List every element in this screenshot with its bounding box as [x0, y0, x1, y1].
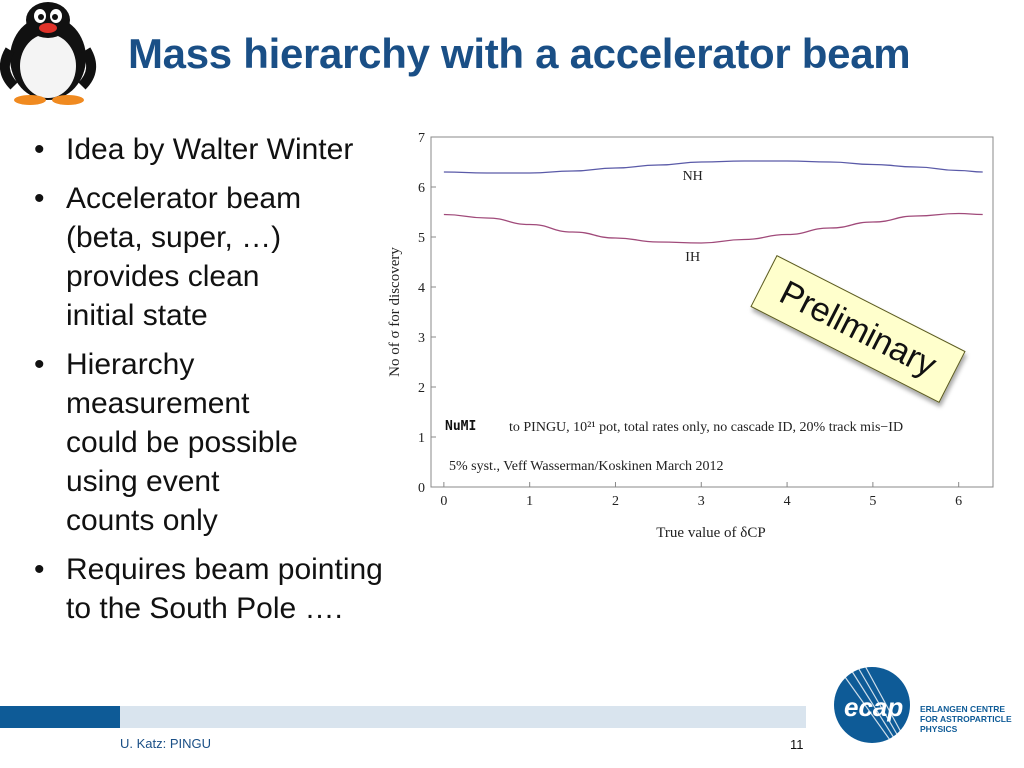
slide-title: Mass hierarchy with a accelerator beam — [128, 30, 911, 77]
bullet-line: initial state — [66, 299, 208, 332]
annotation-line-2: 5% syst., Veff Wasserman/Koskinen March … — [449, 459, 724, 474]
y-tick-label: 5 — [418, 231, 425, 246]
x-tick-label: 5 — [869, 494, 876, 509]
bullet-item: • Requires beam pointing to the South Po… — [30, 550, 430, 628]
bullet-line: provides clean — [66, 260, 260, 293]
y-tick-label: 2 — [418, 381, 425, 396]
x-tick-label: 3 — [698, 494, 705, 509]
penguin-logo — [0, 0, 100, 108]
footer-bar-accent — [0, 706, 120, 728]
series-line-nh — [443, 160, 983, 174]
plot-frame — [430, 136, 994, 488]
x-tick-label: 4 — [784, 494, 791, 509]
x-tick-label: 0 — [440, 494, 447, 509]
bullet-line: Requires beam pointing — [66, 553, 383, 586]
series-label-ih: IH — [685, 250, 700, 265]
y-tick-label: 6 — [418, 181, 425, 196]
y-tick-label: 1 — [418, 431, 425, 446]
page-number: 11 — [790, 737, 804, 752]
bullet-line: to the South Pole …. — [66, 592, 343, 625]
ecap-wordmark: ecap — [844, 692, 903, 722]
y-axis-label: No of σ for discovery — [387, 247, 403, 377]
y-tick-label: 7 — [418, 131, 425, 146]
bullet-line: using event — [66, 465, 220, 498]
bullet-dot: • — [34, 348, 45, 381]
sensitivity-plot: 0 1 2 3 4 5 6 7 0 1 2 3 4 5 6 NH IH NuMI to PINGU, 10²… — [385, 127, 997, 547]
annotation-line-1: to PINGU, 10²¹ pot, total rates only, no… — [509, 420, 903, 435]
bullet-line: Hierarchy — [66, 348, 195, 381]
numi-box — [441, 416, 497, 434]
y-tick-label: 0 — [418, 481, 425, 496]
y-tick-label: 3 — [418, 331, 425, 346]
bullet-dot: • — [34, 553, 45, 586]
x-axis-label: True value of δCP — [656, 525, 765, 541]
y-tick-label: 4 — [418, 281, 425, 296]
ecap-line-2: FOR ASTROPARTICLE — [920, 714, 1012, 724]
bullet-line: (beta, super, …) — [66, 221, 282, 254]
ecap-line-3: PHYSICS — [920, 724, 958, 734]
bullet-item: • Accelerator beam (beta, super, …) prov… — [30, 179, 430, 335]
bullet-dot: • — [34, 182, 45, 215]
bullet-list: • Idea by Walter Winter • Accelerator be… — [30, 130, 430, 638]
bullet-item: • Hierarchy measurement could be possibl… — [30, 345, 430, 540]
series-label-nh: NH — [683, 169, 703, 184]
x-tick-label: 1 — [526, 494, 533, 509]
bullet-dot: • — [34, 133, 45, 166]
ecap-line-1: ERLANGEN CENTRE — [920, 704, 1005, 714]
numi-label: NuMI — [445, 419, 476, 434]
bullet-line: could be possible — [66, 426, 298, 459]
series-line-ih — [443, 212, 983, 244]
bullet-line: counts only — [66, 504, 218, 537]
bullet-line: Accelerator beam — [66, 182, 302, 215]
chart-svg: 0 1 2 3 4 5 6 7 0 1 2 3 4 5 6 NH IH NuMI to PINGU, 10²… — [387, 131, 994, 541]
ecap-logo: ecap ERLANGEN CENTRE FOR ASTROPARTICLE P… — [830, 660, 1020, 750]
x-tick-label: 2 — [612, 494, 619, 509]
footer-bar — [120, 706, 806, 728]
bullet-item: • Idea by Walter Winter — [30, 130, 430, 169]
x-tick-label: 6 — [955, 494, 962, 509]
bullet-line: Idea by Walter Winter — [66, 133, 354, 166]
footer-author: U. Katz: PINGU — [120, 736, 212, 751]
bullet-line: measurement — [66, 387, 250, 420]
